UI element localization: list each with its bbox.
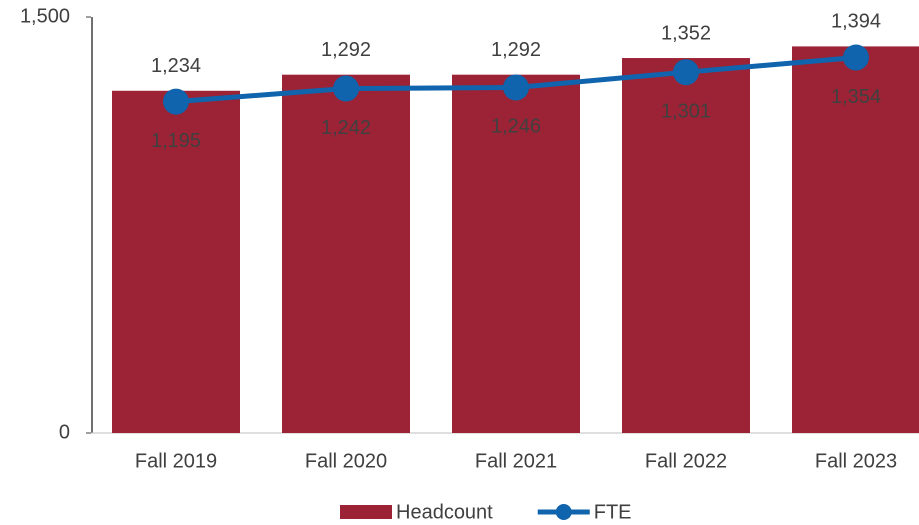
x-tick-label: Fall 2023 [815, 450, 897, 472]
point [843, 44, 869, 71]
y-tick-label: 0 [59, 421, 70, 443]
bar-value-label: 1,234 [151, 55, 201, 77]
line-value-label: 1,242 [321, 117, 371, 139]
legend-label: FTE [594, 501, 632, 523]
legend-swatch [340, 505, 392, 519]
bar-value-label: 1,394 [831, 11, 881, 33]
line-value-label: 1,301 [661, 100, 711, 122]
line-value-label: 1,246 [491, 116, 541, 138]
point [163, 88, 189, 115]
bar [282, 74, 410, 433]
bar [452, 74, 580, 433]
x-tick-label: Fall 2019 [135, 450, 217, 472]
x-tick-label: Fall 2020 [305, 450, 387, 472]
bar-value-label: 1,292 [491, 39, 541, 61]
bar-value-label: 1,292 [321, 39, 371, 61]
point [503, 74, 529, 101]
bar [622, 58, 750, 433]
bar [112, 90, 240, 434]
x-tick-label: Fall 2021 [475, 450, 557, 472]
line-value-label: 1,195 [151, 130, 201, 152]
line-value-label: 1,354 [831, 86, 881, 108]
legend-label: Headcount [396, 501, 493, 523]
bar-value-label: 1,352 [661, 22, 711, 44]
y-tick-label: 1,500 [20, 5, 70, 27]
point [673, 59, 699, 86]
x-tick-label: Fall 2022 [645, 450, 727, 472]
point [333, 75, 359, 102]
bar [792, 46, 919, 433]
legend-swatch [555, 504, 572, 520]
